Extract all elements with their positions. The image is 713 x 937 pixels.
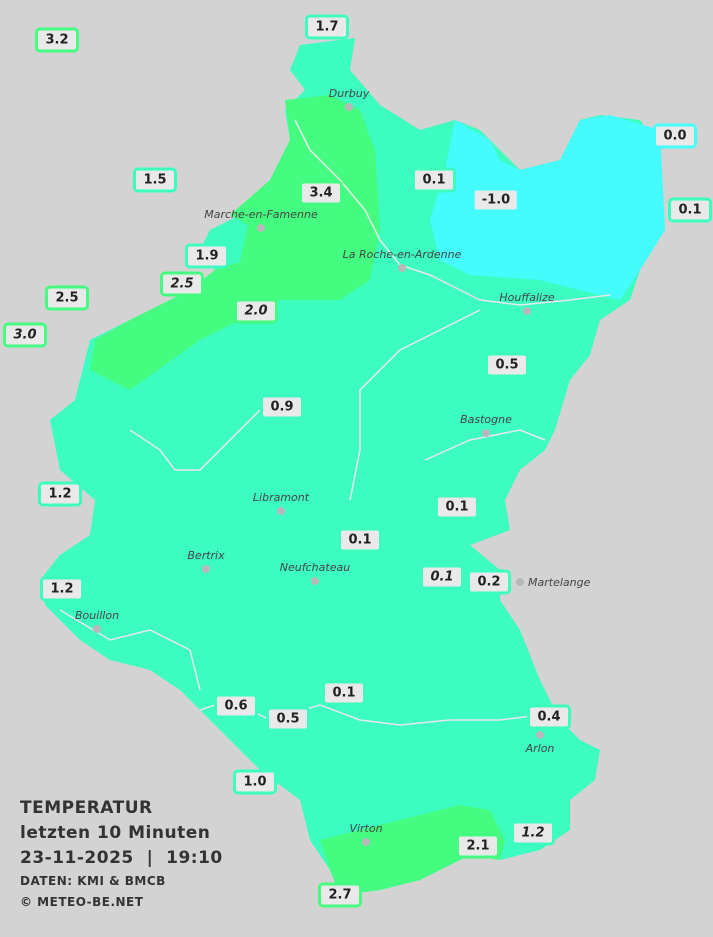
temperature-reading: 2.7	[318, 882, 362, 908]
temperature-reading: 0.0	[653, 123, 697, 149]
town-name: Bertrix	[187, 549, 225, 562]
temperature-reading: 1.2	[38, 481, 82, 507]
town-marker	[93, 625, 101, 633]
temperature-reading: 0.1	[322, 680, 366, 706]
temperature-reading: 0.5	[266, 706, 310, 732]
town-name: Marche-en-Famenne	[204, 208, 318, 221]
temperature-reading: 2.5	[160, 271, 204, 297]
town-name: Martelange	[528, 576, 591, 589]
town-name: Arlon	[525, 742, 555, 755]
cold-zone-northeast	[430, 115, 665, 300]
town-marker	[202, 565, 210, 573]
temperature-reading: 1.5	[133, 167, 177, 193]
town-marker	[398, 264, 406, 272]
town-name: Libramont	[252, 491, 310, 504]
legend-subtitle: letzten 10 Minuten	[20, 823, 211, 843]
town-marker	[516, 578, 524, 586]
temperature-reading: -1.0	[471, 187, 521, 213]
temperature-reading: 2.1	[456, 833, 500, 859]
temperature-reading: 3.4	[299, 180, 343, 206]
temperature-reading: 1.9	[185, 243, 229, 269]
town-name: Bastogne	[460, 413, 512, 426]
town-name: Bouillon	[74, 609, 120, 622]
legend-source: DATEN: KMI & BMCB	[20, 874, 166, 888]
town-marker	[536, 731, 544, 739]
temperature-reading: 1.2	[40, 576, 84, 602]
river	[349, 309, 481, 501]
temperature-reading: 1.0	[233, 769, 277, 795]
temperature-reading: 0.1	[412, 167, 456, 193]
town-marker	[277, 507, 285, 515]
temperature-reading: 0.1	[338, 527, 382, 553]
temperature-reading: 2.5	[45, 285, 89, 311]
temperature-reading: 0.2	[467, 569, 511, 595]
map-legend: TEMPERATUR letzten 10 Minuten 23-11-2025…	[20, 796, 223, 913]
town-name: Durbuy	[328, 87, 370, 100]
town-marker	[523, 307, 531, 315]
river	[424, 429, 546, 461]
town-name: Neufchateau	[279, 561, 351, 574]
temperature-reading: 0.5	[485, 352, 529, 378]
temperature-reading: 0.9	[260, 394, 304, 420]
warm-zone-south	[320, 805, 505, 895]
temperature-reading: 0.1	[420, 564, 464, 590]
temperature-reading: 1.2	[511, 820, 555, 846]
temperature-reading: 2.0	[234, 298, 278, 324]
temperature-reading: 0.1	[668, 197, 712, 223]
temperature-reading: 0.6	[214, 693, 258, 719]
temperature-reading: 3.2	[35, 27, 79, 53]
town-marker	[362, 838, 370, 846]
town-marker	[482, 429, 490, 437]
town-name: La Roche-en-Ardenne	[342, 248, 462, 261]
town-name: Virton	[349, 822, 383, 835]
temperature-reading: 1.7	[305, 14, 349, 40]
legend-copyright: © METEO-BE.NET	[20, 895, 144, 909]
temperature-reading: 0.1	[435, 494, 479, 520]
temperature-reading: 0.4	[527, 704, 571, 730]
legend-title: TEMPERATUR	[20, 798, 153, 818]
town-marker	[345, 103, 353, 111]
temperature-reading: 3.0	[3, 322, 47, 348]
town-marker	[311, 577, 319, 585]
warm-zone-north	[90, 95, 380, 390]
river	[129, 409, 261, 471]
town-marker	[257, 224, 265, 232]
legend-datetime: 23-11-2025 | 19:10	[20, 848, 223, 868]
town-name: Houffalize	[499, 291, 555, 304]
river	[294, 119, 611, 306]
